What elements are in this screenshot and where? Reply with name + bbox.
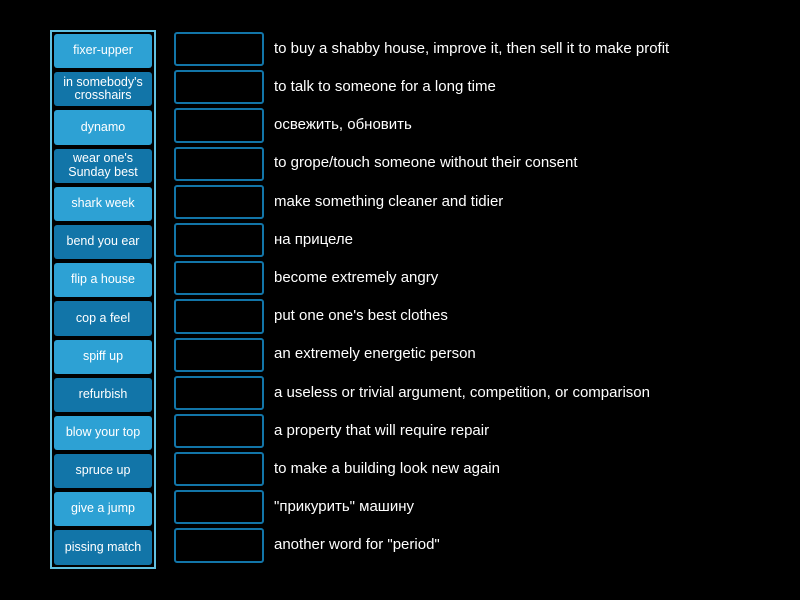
definition-text: to make a building look new again [274, 461, 500, 478]
term-tile[interactable]: flip a house [54, 263, 152, 297]
drop-slot[interactable] [174, 414, 264, 448]
definition-text: на прицеле [274, 232, 353, 249]
definition-row: to make a building look new again [174, 452, 669, 486]
definition-text: a useless or trivial argument, competiti… [274, 385, 650, 402]
definition-row: put one one's best clothes [174, 299, 669, 333]
drop-slot[interactable] [174, 376, 264, 410]
definition-text: another word for "period" [274, 537, 440, 554]
definition-text: become extremely angry [274, 270, 438, 287]
matching-activity: fixer-upper in somebody's crosshairs dyn… [0, 0, 800, 569]
definition-row: another word for "period" [174, 528, 669, 562]
definition-row: a useless or trivial argument, competiti… [174, 376, 669, 410]
drop-slot[interactable] [174, 490, 264, 524]
definition-row: make something cleaner and tidier [174, 185, 669, 219]
definition-row: become extremely angry [174, 261, 669, 295]
term-tile[interactable]: shark week [54, 187, 152, 221]
term-tile[interactable]: in somebody's crosshairs [54, 72, 152, 106]
term-tile[interactable]: dynamo [54, 110, 152, 144]
term-tile[interactable]: pissing match [54, 530, 152, 564]
definition-row: "прикурить" машину [174, 490, 669, 524]
definition-text: put one one's best clothes [274, 308, 448, 325]
term-tile[interactable]: refurbish [54, 378, 152, 412]
term-tile[interactable]: bend you ear [54, 225, 152, 259]
drop-slot[interactable] [174, 147, 264, 181]
definition-row: an extremely energetic person [174, 338, 669, 372]
drop-slot[interactable] [174, 185, 264, 219]
definition-text: a property that will require repair [274, 423, 489, 440]
definition-row: to grope/touch someone without their con… [174, 147, 669, 181]
definition-text: to buy a shabby house, improve it, then … [274, 41, 669, 58]
drop-slot[interactable] [174, 70, 264, 104]
definition-text: to talk to someone for a long time [274, 79, 496, 96]
definition-text: освежить, обновить [274, 117, 412, 134]
definition-text: make something cleaner and tidier [274, 194, 503, 211]
definition-text: "прикурить" машину [274, 499, 414, 516]
definition-text: an extremely energetic person [274, 346, 476, 363]
term-tile[interactable]: wear one's Sunday best [54, 149, 152, 183]
drop-slot[interactable] [174, 338, 264, 372]
definition-row: to buy a shabby house, improve it, then … [174, 32, 669, 66]
drop-slot[interactable] [174, 108, 264, 142]
definition-row: to talk to someone for a long time [174, 70, 669, 104]
definitions-column: to buy a shabby house, improve it, then … [174, 30, 669, 569]
term-tile[interactable]: spruce up [54, 454, 152, 488]
term-tile[interactable]: give a jump [54, 492, 152, 526]
term-tile[interactable]: fixer-upper [54, 34, 152, 68]
drop-slot[interactable] [174, 32, 264, 66]
drop-slot[interactable] [174, 528, 264, 562]
definition-row: освежить, обновить [174, 108, 669, 142]
drop-slot[interactable] [174, 261, 264, 295]
definition-row: на прицеле [174, 223, 669, 257]
drop-slot[interactable] [174, 452, 264, 486]
terms-column: fixer-upper in somebody's crosshairs dyn… [50, 30, 156, 569]
drop-slot[interactable] [174, 223, 264, 257]
term-tile[interactable]: blow your top [54, 416, 152, 450]
drop-slot[interactable] [174, 299, 264, 333]
term-tile[interactable]: cop a feel [54, 301, 152, 335]
term-tile[interactable]: spiff up [54, 340, 152, 374]
definition-row: a property that will require repair [174, 414, 669, 448]
definition-text: to grope/touch someone without their con… [274, 155, 578, 172]
